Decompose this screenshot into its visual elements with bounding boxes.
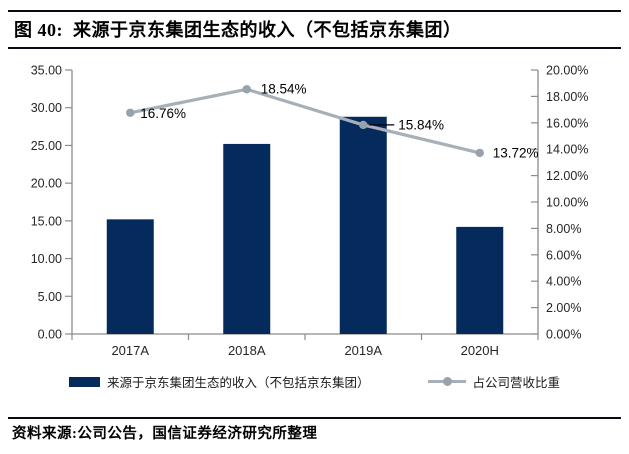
right-tick-label: 16.00% — [546, 116, 588, 130]
figure-number: 图 40: — [14, 20, 63, 40]
point-label: 13.72% — [493, 145, 539, 160]
figure-title-text: 来源于京东集团生态的收入（不包括京东集团） — [73, 20, 462, 40]
right-tick-label: 0.00% — [546, 328, 581, 342]
left-tick-label: 0.00 — [38, 328, 62, 342]
point-label: 15.84% — [398, 117, 444, 132]
bar-2017A — [106, 219, 154, 334]
right-tick-label: 20.00% — [546, 64, 588, 78]
right-tick-label: 8.00% — [546, 222, 581, 236]
bar-2018A — [223, 143, 271, 334]
left-tick-label: 35.00 — [31, 64, 62, 78]
combo-chart: 0.00 5.00 10.00 15.00 20.00 25.00 30.00 35.00 0.… — [31, 64, 589, 359]
left-tick-label: 25.00 — [31, 139, 62, 153]
right-tick-label: 6.00% — [546, 248, 581, 262]
source-note: 资料来源:公司公告，国信证券经济研究所整理 — [12, 426, 318, 442]
right-tick-label: 18.00% — [546, 90, 588, 104]
right-tick-label: 10.00% — [546, 196, 588, 210]
point-label: 16.76% — [140, 106, 186, 121]
right-tick-label: 14.00% — [546, 143, 588, 157]
line-legend-label: 占公司营收比重 — [472, 376, 561, 390]
line-marker-2020H — [475, 148, 484, 158]
source-top-rule — [8, 417, 621, 419]
legend-item-line: 占公司营收比重 — [427, 372, 561, 391]
legend-item-bar: 来源于京东集团生态的收入（不包括京东集团） — [68, 372, 370, 391]
category-label: 2017A — [111, 343, 149, 358]
line-marker-2017A — [126, 108, 135, 117]
left-tick-label: 20.00 — [31, 177, 62, 191]
title-top-rule — [8, 10, 621, 12]
line-legend-swatch — [427, 377, 466, 386]
line-marker-2019A — [359, 120, 368, 130]
ratio-line — [129, 87, 481, 155]
right-tick-label: 12.00% — [546, 169, 588, 183]
title-bottom-rule — [8, 47, 621, 49]
bar-2020H — [456, 226, 504, 334]
left-tick-label: 30.00 — [31, 101, 62, 115]
category-label: 2020H — [461, 343, 499, 358]
left-tick-label: 5.00 — [38, 290, 62, 304]
line-legend-marker-icon — [442, 377, 452, 386]
right-tick-label: 2.00% — [546, 301, 581, 315]
right-tick-label: 4.00% — [546, 275, 581, 289]
category-label: 2019A — [344, 343, 382, 358]
category-label: 2018A — [228, 343, 266, 358]
bar-legend-swatch — [68, 376, 100, 387]
left-tick-label: 10.00 — [31, 252, 62, 266]
bar-legend-label: 来源于京东集团生态的收入（不包括京东集团） — [106, 376, 370, 390]
figure-title: 图 40: 来源于京东集团生态的收入（不包括京东集团） — [14, 16, 619, 42]
point-label: 18.54% — [261, 81, 307, 96]
left-tick-label: 15.00 — [31, 214, 62, 228]
line-marker-2018A — [242, 85, 251, 94]
bar-2019A — [339, 116, 387, 334]
chart-legend: 来源于京东集团生态的收入（不包括京东集团） 占公司营收比重 — [0, 372, 629, 391]
